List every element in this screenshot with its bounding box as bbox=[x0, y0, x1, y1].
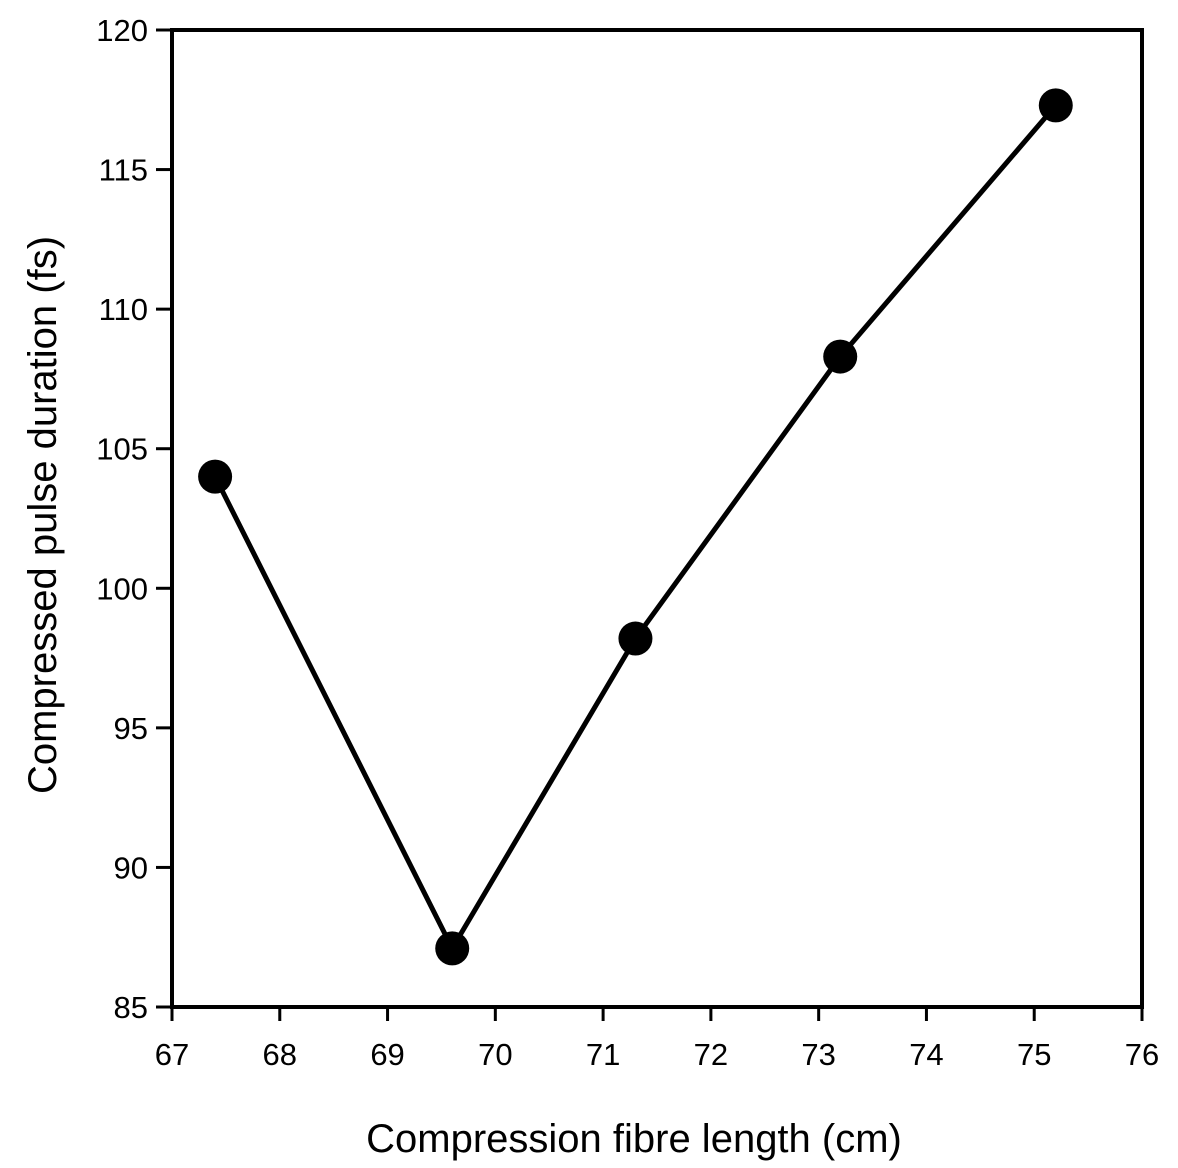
x-tick-label: 68 bbox=[263, 1037, 297, 1072]
y-tick-label: 95 bbox=[114, 711, 148, 746]
y-tick-label: 90 bbox=[114, 850, 148, 885]
data-point bbox=[618, 621, 653, 656]
data-point bbox=[1038, 88, 1073, 123]
x-axis-ticks: 67 68 69 70 71 72 73 74 75 76 bbox=[155, 1007, 1159, 1072]
series-line bbox=[212, 103, 1058, 951]
y-tick-label: 100 bbox=[96, 571, 148, 606]
x-tick-label: 73 bbox=[801, 1037, 835, 1072]
x-tick-label: 76 bbox=[1125, 1037, 1159, 1072]
y-axis-ticks: 85 90 95 100 105 110 115 120 bbox=[96, 13, 172, 1025]
y-tick-label: 120 bbox=[96, 13, 148, 48]
y-axis-title: Compressed pulse duration (fs) bbox=[21, 236, 65, 794]
y-tick-label: 110 bbox=[99, 292, 148, 327]
x-tick-label: 67 bbox=[155, 1037, 189, 1072]
x-tick-label: 72 bbox=[694, 1037, 728, 1072]
x-tick-label: 70 bbox=[478, 1037, 512, 1072]
x-tick-label: 75 bbox=[1017, 1037, 1051, 1072]
y-tick-label: 85 bbox=[114, 990, 148, 1025]
x-tick-label: 69 bbox=[370, 1037, 404, 1072]
plot-frame bbox=[170, 28, 1144, 1009]
data-point bbox=[198, 459, 233, 494]
series-layer bbox=[198, 88, 1073, 966]
y-tick-label: 105 bbox=[96, 432, 148, 467]
y-tick-label: 115 bbox=[99, 153, 148, 188]
x-tick-label: 71 bbox=[586, 1037, 620, 1072]
x-tick-label: 74 bbox=[909, 1037, 943, 1072]
data-point bbox=[435, 931, 470, 966]
data-point bbox=[823, 339, 858, 374]
x-axis-title: Compression fibre length (cm) bbox=[366, 1117, 902, 1161]
